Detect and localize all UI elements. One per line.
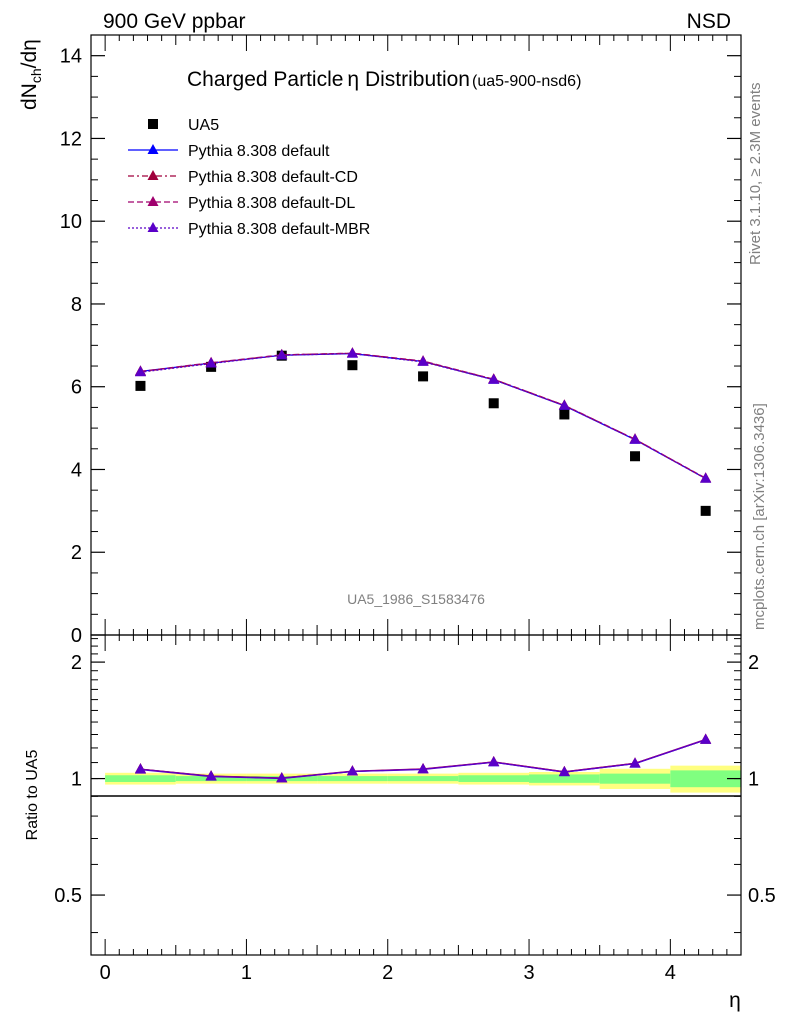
series-default — [134, 347, 712, 483]
legend-item-data: UA5 — [148, 117, 219, 134]
header-right: NSD — [687, 10, 731, 33]
ratio-marker-mbr — [276, 772, 288, 783]
x-tick-label: 3 — [523, 962, 534, 984]
main-series-group — [134, 347, 712, 516]
legend-marker-triangle — [147, 222, 159, 232]
legend-label: Pythia 8.308 default-MBR — [188, 221, 370, 238]
ratio-band-green — [529, 774, 600, 783]
legend-label: Pythia 8.308 default-DL — [188, 195, 355, 212]
legend-marker-triangle — [147, 144, 159, 154]
ratio-band-green — [317, 776, 388, 782]
chart-title-main: Charged Particle — [187, 68, 343, 91]
ratio-y-tick-label: 0.5 — [54, 885, 82, 907]
main-y-tick-label: 10 — [60, 211, 82, 233]
marker-mbr — [629, 433, 641, 444]
x-tick-label: 2 — [382, 962, 393, 984]
legend-marker-triangle — [147, 170, 159, 180]
ratio-marker-mbr — [629, 757, 641, 768]
legend-item-mbr: Pythia 8.308 default-MBR — [128, 221, 370, 238]
y-axis-label: dNch/dη — [18, 39, 44, 110]
series-cd — [134, 347, 712, 483]
main-y-tick-label: 14 — [60, 46, 82, 68]
legend-item-dl: Pythia 8.308 default-DL — [128, 195, 355, 212]
ratio-band-green — [387, 776, 459, 782]
marker-mbr — [488, 373, 500, 384]
x-tick-label: 1 — [241, 962, 252, 984]
ratio-marker-mbr — [700, 733, 712, 744]
ratio-marker-mbr — [488, 756, 500, 767]
marker-mbr — [134, 366, 146, 377]
ratio-band-green — [105, 775, 176, 782]
marker-mbr — [700, 472, 712, 483]
ratio-axis-ticks: 0.5 0.5 1 1 2 2 0 1 2 3 4 — [54, 635, 776, 984]
data-point-ua5 — [347, 360, 358, 371]
header-left: 900 GeV ppbar — [103, 10, 245, 33]
main-y-tick-label: 12 — [60, 128, 82, 150]
series-dl — [134, 347, 712, 483]
marker-mbr — [205, 357, 217, 368]
marker-mbr — [346, 347, 358, 358]
legend-item-default: Pythia 8.308 default — [128, 143, 330, 160]
data-point-ua5 — [488, 398, 499, 409]
ratio-marker-mbr — [558, 766, 570, 777]
main-y-tick-label: 4 — [71, 459, 82, 481]
y-axis-label-end: /dη — [18, 39, 41, 68]
series-data — [135, 350, 711, 516]
ratio-y-tick-label-right: 0.5 — [748, 885, 776, 907]
marker-mbr — [417, 355, 429, 366]
legend-marker-square — [148, 119, 158, 129]
legend: UA5 Pythia 8.308 default Pythia 8.308 defa… — [128, 117, 370, 238]
mcplots-label: mcplots.cern.ch [arXiv:1306.3436] — [751, 403, 768, 630]
ratio-band-green — [599, 773, 671, 784]
ratio-series-group — [134, 733, 712, 783]
chart-title-symbol: η — [347, 68, 359, 91]
ratio-y-tick-label-right: 1 — [748, 769, 759, 791]
ratio-plot-panel: 0.5 0.5 1 1 2 2 0 1 2 3 4 — [54, 634, 776, 984]
ratio-y-tick-label: 2 — [71, 652, 82, 674]
ratio-band-green — [670, 770, 741, 788]
chart-title-ref: (ua5-900-nsd6) — [472, 73, 581, 90]
data-point-ua5 — [630, 451, 641, 462]
main-y-tick-label: 2 — [71, 542, 82, 564]
x-tick-label: 4 — [665, 962, 676, 984]
ratio-band-green — [458, 775, 530, 782]
data-point-ua5 — [559, 409, 570, 420]
series-mbr — [134, 347, 712, 483]
ratio-marker-mbr — [417, 763, 429, 774]
ratio-y-tick-label: 1 — [71, 769, 82, 791]
ratio-y-axis-label: Ratio to UA5 — [24, 750, 41, 841]
y-axis-label-sub: ch — [28, 68, 44, 83]
legend-item-cd: Pythia 8.308 default-CD — [128, 169, 358, 186]
ratio-marker-mbr — [205, 770, 217, 781]
main-axis-ticks: 0 2 4 6 8 10 12 14 — [60, 35, 742, 647]
data-point-ua5 — [700, 505, 711, 516]
ratio-y-tick-label-right: 2 — [748, 652, 759, 674]
y-axis-label-main: dN — [18, 83, 41, 110]
chart-title-rest: Distribution — [359, 68, 470, 91]
main-y-tick-label: 6 — [71, 377, 82, 399]
legend-label: UA5 — [188, 117, 219, 134]
data-point-ua5 — [418, 371, 429, 382]
data-point-ua5 — [135, 380, 146, 391]
ratio-marker-mbr — [134, 763, 146, 774]
rivet-label: Rivet 3.1.10, ≥ 2.3M events — [747, 83, 764, 266]
x-axis-label: η — [729, 989, 741, 1012]
legend-label: Pythia 8.308 default — [188, 143, 330, 160]
main-y-tick-label: 0 — [71, 625, 82, 647]
chart-title: Charged Particle η Distribution (ua5-900-n… — [187, 68, 581, 91]
legend-label: Pythia 8.308 default-CD — [188, 169, 358, 186]
marker-mbr — [276, 349, 288, 360]
main-plot-panel: 0 2 4 6 8 10 12 14 — [60, 34, 742, 647]
analysis-watermark: UA5_1986_S1583476 — [347, 591, 485, 607]
ratio-series-mbr — [134, 733, 712, 783]
x-tick-label: 0 — [100, 962, 111, 984]
ratio-plot-frame — [90, 634, 742, 956]
legend-marker-triangle — [147, 196, 159, 206]
marker-mbr — [558, 399, 570, 410]
main-y-tick-label: 8 — [71, 294, 82, 316]
ratio-marker-mbr — [346, 765, 358, 776]
